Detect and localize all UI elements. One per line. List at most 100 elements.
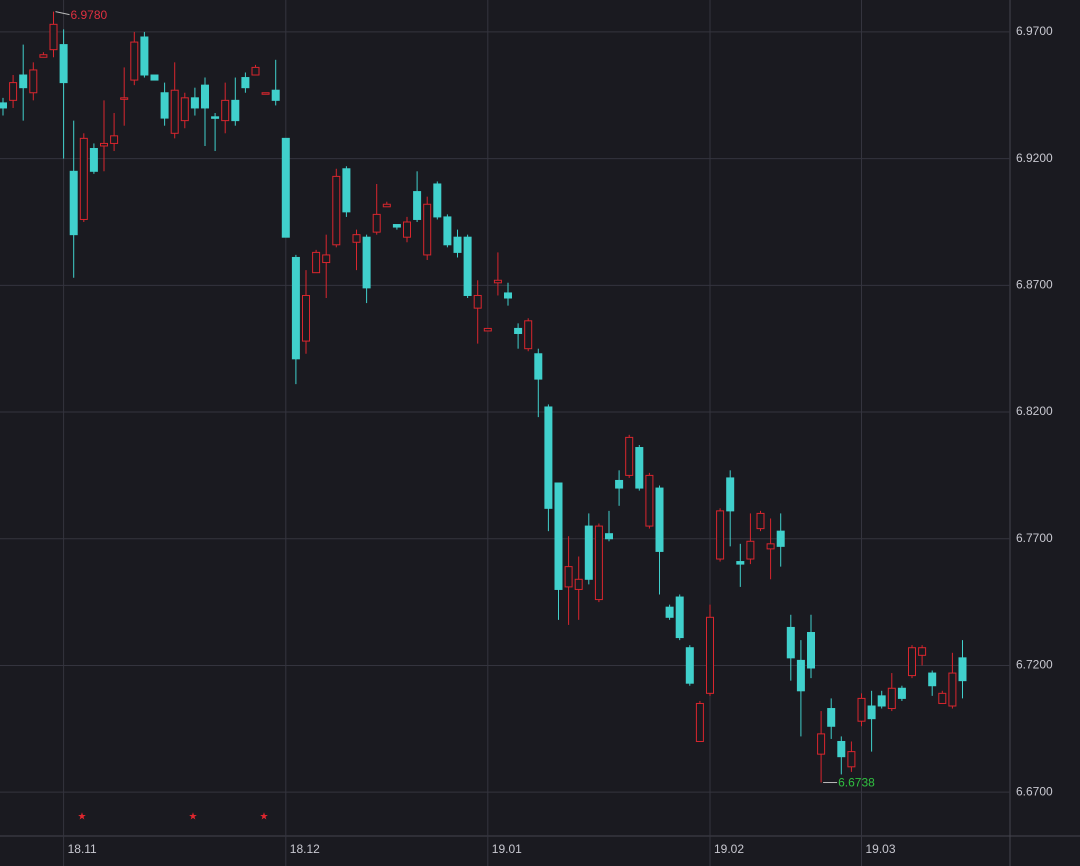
candle-body — [504, 292, 512, 299]
candle-body — [403, 221, 411, 238]
candle-body — [100, 142, 108, 147]
candle-body — [190, 97, 199, 109]
candle-body — [49, 23, 58, 51]
candle-body — [685, 647, 694, 684]
candle-body — [372, 213, 381, 233]
candle-body — [79, 137, 88, 220]
candle-body — [160, 92, 169, 119]
candle-body — [29, 69, 38, 94]
candle-body — [322, 254, 331, 264]
candle-body — [261, 92, 270, 95]
y-tick-label: 6.7700 — [1016, 531, 1053, 545]
candle-body — [483, 327, 492, 332]
candle-body — [19, 74, 28, 89]
candle-body — [574, 578, 583, 590]
candle-body — [382, 203, 391, 208]
candle-body — [786, 626, 795, 659]
candle-body — [39, 54, 48, 58]
candle-body — [0, 102, 7, 109]
candle-body — [706, 616, 714, 694]
candle-body — [150, 74, 159, 81]
y-tick-label: 6.8200 — [1016, 404, 1053, 418]
candle-body — [847, 751, 856, 768]
candle-body — [918, 647, 927, 656]
candle-body — [413, 191, 422, 220]
event-marker: ★ — [78, 812, 87, 823]
y-tick-label: 6.7200 — [1016, 658, 1053, 672]
x-tick-label: 19.01 — [492, 842, 522, 856]
candle-body — [524, 320, 533, 350]
candle-body — [756, 512, 765, 530]
y-tick-label: 6.9200 — [1016, 151, 1053, 165]
candle-body — [251, 66, 260, 76]
candle-body — [655, 487, 664, 552]
x-tick-label: 18.12 — [290, 842, 320, 856]
candle-body — [675, 596, 684, 639]
candle-body — [948, 672, 957, 707]
candle-body — [776, 530, 785, 547]
candle-body — [857, 697, 866, 722]
candle-body — [423, 203, 432, 256]
candle-body — [807, 632, 815, 669]
candle-body — [291, 256, 300, 360]
candle-body — [938, 692, 947, 704]
event-marker: ★ — [189, 812, 198, 823]
candle-body — [877, 695, 886, 707]
candle-body — [554, 482, 563, 590]
candle-body — [796, 659, 805, 692]
candle-body — [544, 406, 553, 509]
candle-body — [514, 327, 523, 334]
candle-body — [110, 135, 119, 144]
min-annotation: 6.6738 — [838, 776, 875, 790]
candle-body — [958, 657, 967, 682]
candle-body — [281, 137, 290, 238]
candle-body — [564, 566, 573, 588]
candle-body — [716, 510, 725, 560]
candle-body — [201, 84, 209, 109]
candle-body — [928, 672, 937, 687]
x-tick-label: 18.11 — [68, 842, 97, 856]
max-annotation: 6.9780 — [71, 8, 108, 22]
candle-body — [665, 606, 674, 618]
candle-body — [59, 44, 68, 84]
candle-body — [605, 533, 613, 540]
candle-body — [584, 525, 593, 580]
y-tick-label: 6.9700 — [1016, 24, 1053, 38]
candle-body — [645, 474, 654, 527]
candle-body — [534, 353, 543, 380]
candle-body — [463, 236, 472, 296]
candle-body — [302, 294, 310, 342]
candle-body — [69, 170, 78, 236]
candle-body — [594, 525, 603, 601]
candle-body — [342, 168, 351, 213]
candle-body — [362, 236, 371, 289]
candle-body — [140, 36, 149, 76]
candle-body — [695, 702, 704, 742]
candle-body — [736, 561, 745, 565]
candle-body — [493, 279, 502, 284]
candle-body — [766, 543, 775, 550]
candle-body — [817, 733, 826, 755]
candle-body — [120, 97, 129, 100]
candle-body — [221, 99, 230, 122]
candle-body — [9, 82, 18, 101]
candle-body — [443, 216, 452, 246]
candle-body — [837, 740, 846, 758]
candle-body — [867, 705, 876, 720]
candle-body — [89, 147, 98, 172]
candle-body — [231, 99, 240, 122]
candle-body — [433, 183, 442, 218]
candle-body — [332, 175, 341, 246]
candle-body — [453, 236, 462, 253]
candle-body — [726, 477, 735, 512]
x-tick-label: 19.03 — [866, 842, 896, 856]
candle-body — [625, 436, 634, 476]
candle-body — [130, 41, 139, 81]
candle-body — [473, 294, 482, 309]
x-tick-label: 19.02 — [714, 842, 744, 856]
candle-body — [392, 224, 401, 228]
candle-body — [180, 97, 189, 122]
candle-body — [908, 647, 916, 677]
annotation-arrow — [55, 11, 70, 16]
